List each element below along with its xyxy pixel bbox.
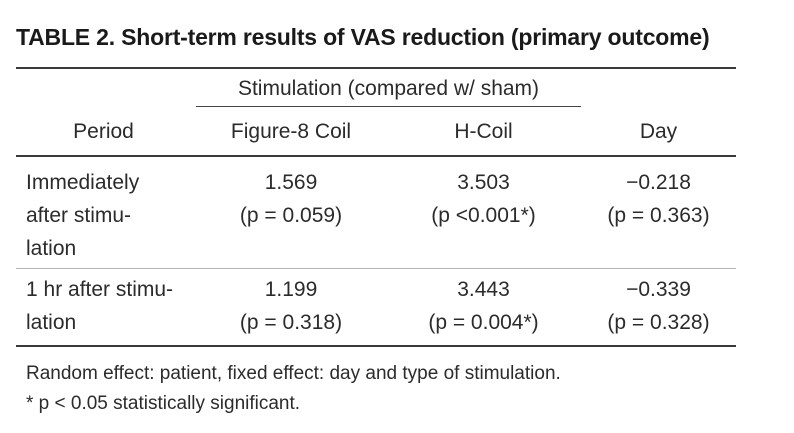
row2-period: 1 hr after stimu- lation [26,278,174,334]
row2-day: −0.339 (p = 0.328) [607,278,710,334]
row2-figure8: 1.199 (p = 0.318) [239,278,343,334]
row1-figure8: 1.569 (p = 0.059) [239,171,343,227]
group-header-rule [196,106,581,107]
column-header-figure8: Figure-8 Coil [230,120,352,143]
group-header-stimulation: Stimulation (compared w/ sham) [237,77,540,100]
header-rule [16,155,736,157]
column-header-period: Period [73,120,134,143]
footnote-significance: * p < 0.05 statistically significant. [26,393,301,414]
column-header-day: Day [639,120,678,143]
footnote-random-effect: Random effect: patient, fixed effect: da… [26,363,561,384]
row1-hcoil: 3.503 (p <0.001*) [431,171,536,227]
column-header-hcoil: H-Coil [454,120,513,143]
table-title: TABLE 2. Short-term results of VAS reduc… [16,24,710,50]
row2-hcoil: 3.443 (p = 0.004*) [428,278,539,334]
top-rule [16,67,736,69]
row-divider [16,268,736,269]
row1-period: Immediately after stimu- lation [26,171,140,260]
bottom-rule [16,345,736,347]
row1-day: −0.218 (p = 0.363) [607,171,710,227]
